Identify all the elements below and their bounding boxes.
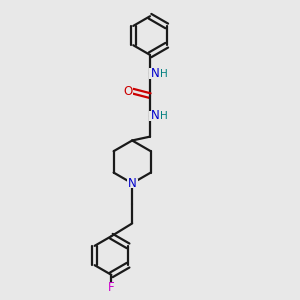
- Text: N: N: [151, 67, 160, 80]
- Text: H: H: [160, 111, 168, 122]
- Bar: [122, 86, 133, 96]
- Text: F: F: [108, 280, 115, 293]
- Bar: [127, 178, 138, 188]
- Bar: [106, 283, 116, 292]
- Text: N: N: [151, 109, 160, 122]
- Bar: [148, 68, 166, 79]
- Bar: [148, 111, 166, 121]
- Text: N: N: [128, 177, 136, 190]
- Text: H: H: [160, 69, 168, 79]
- Text: O: O: [123, 85, 133, 98]
